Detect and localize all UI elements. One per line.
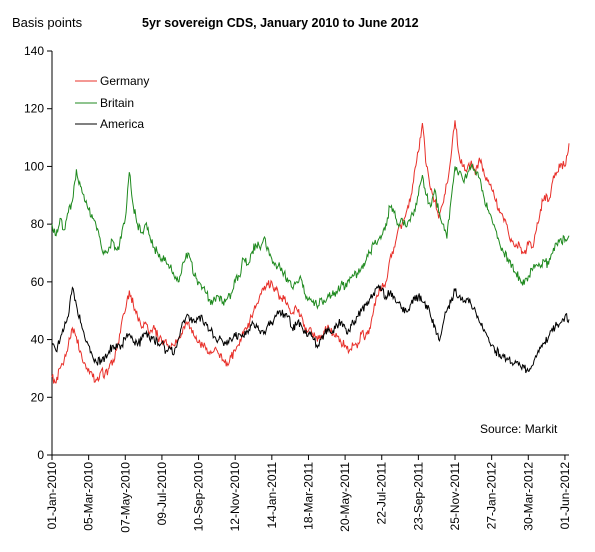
x-tick-label: 09-Jul-2010 [155,462,169,526]
y-tick-label: 100 [24,159,44,173]
x-tick-label: 14-Jan-2011 [265,462,279,529]
legend-label-america: America [100,117,144,131]
x-tick-label: 20-May-2011 [338,462,352,532]
legend-item-germany: Germany [75,74,149,88]
y-tick-label: 80 [31,217,45,231]
series-line-britain [51,163,570,310]
y-tick-label: 40 [31,333,45,347]
y-tick-label: 20 [31,390,45,404]
legend-label-britain: Britain [100,96,134,110]
x-tick-label: 05-Mar-2010 [82,462,96,531]
series-lines [51,120,570,384]
y-tick-label: 60 [31,275,45,289]
x-tick-label: 22-Jul-2011 [375,462,389,525]
x-tick-label: 18-Mar-2011 [301,462,315,530]
y-tick-label: 0 [37,448,44,462]
legend-item-britain: Britain [75,96,134,110]
x-tick-label: 07-May-2010 [118,462,132,533]
x-tick-label: 25-Nov-2011 [448,462,462,531]
series-line-america [51,284,570,374]
x-tick-label: 10-Sep-2010 [192,462,206,532]
x-axis-ticks: 01-Jan-2010 05-Mar-2010 07-May-2010 09-Jul-… [45,455,572,533]
y-axis-label: Basis points [12,15,83,30]
x-tick-label: 01-Jan-2010 [45,462,59,530]
y-tick-label: 140 [24,44,44,58]
series-line-germany [51,120,570,384]
legend-item-america: America [75,117,144,131]
source-note: Source: Markit [480,422,558,436]
y-tick-label: 120 [24,102,44,116]
legend: Germany Britain America [75,74,149,131]
x-tick-label: 12-Nov-2010 [228,462,242,532]
legend-label-germany: Germany [100,74,149,88]
x-tick-label: 30-Mar-2012 [521,462,535,531]
x-tick-label: 01-Jun-2012 [558,462,572,530]
y-axis-ticks: 0 20 40 60 80 100 120 140 [24,44,52,462]
x-tick-label: 23-Sep-2011 [411,462,425,531]
x-tick-label: 27-Jan-2012 [485,462,499,530]
chart-title: 5yr sovereign CDS, January 2010 to June … [142,16,419,30]
